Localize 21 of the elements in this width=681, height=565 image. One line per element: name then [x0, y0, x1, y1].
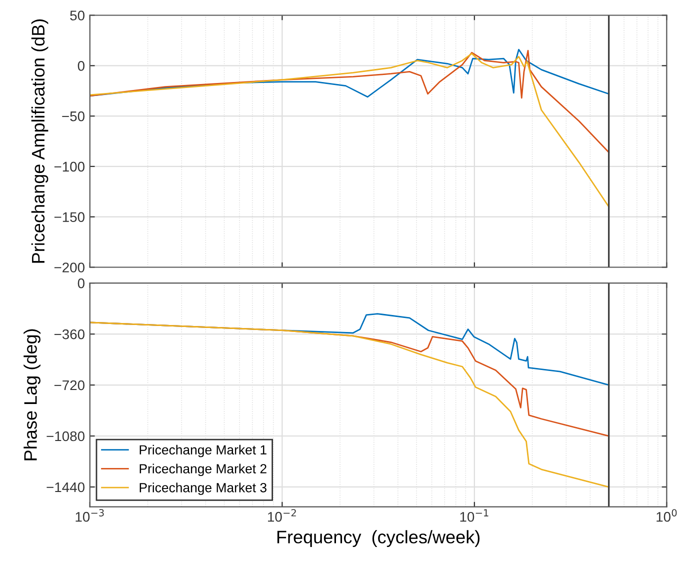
y-tick-label: 50	[70, 10, 84, 20]
y-axis-title: Phase Lag (deg)	[24, 329, 40, 460]
y-tick-label: −1440	[46, 482, 84, 492]
x-axis-title: Frequency (cycles/week)	[277, 530, 480, 547]
x-tick-label: 10$^{−2}$	[268, 509, 296, 522]
legend-label: Pricechange Market 1	[140, 444, 266, 458]
y-tick-label: 0	[78, 278, 84, 288]
legend-label: Pricechange Market 2	[140, 464, 266, 476]
x-tick-label: 10$^{−3}$	[76, 509, 104, 522]
y-tick-label: −100	[54, 162, 84, 172]
y-tick-label: −50	[62, 111, 84, 122]
y-tick-label: −200	[54, 262, 84, 272]
y-tick-label: −150	[54, 212, 84, 222]
y-axis-title: Pricechange Amplification (dB)	[31, 19, 48, 263]
legend-label: Pricechange Market 3	[140, 482, 266, 495]
y-tick-label: −1080	[46, 431, 84, 442]
x-tick-label: 10$^{0}$	[656, 509, 677, 522]
y-tick-label: 0	[78, 60, 84, 71]
x-tick-label: 10$^{−1}$	[460, 509, 488, 522]
y-tick-label: −720	[54, 380, 84, 390]
y-tick-label: −360	[54, 329, 84, 340]
